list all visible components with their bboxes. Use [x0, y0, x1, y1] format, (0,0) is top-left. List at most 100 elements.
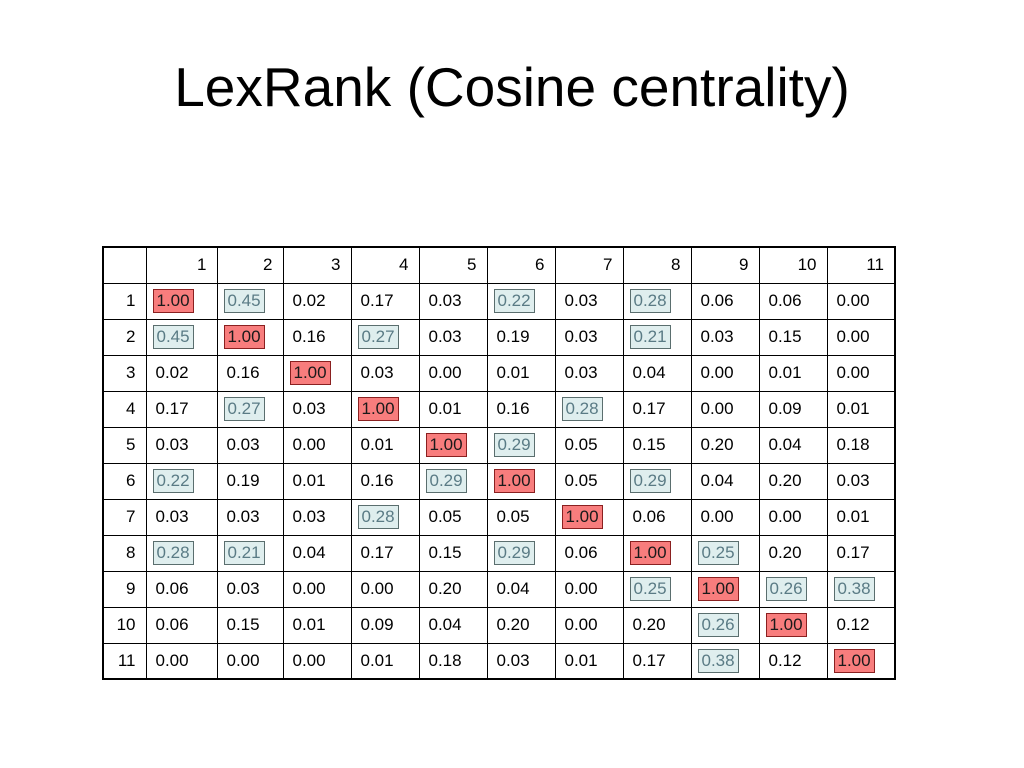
matrix-cell: 0.03 [282, 390, 352, 428]
matrix-body: 1 1.00 0.45 0.02 0.17 0.03 0.22 0.03 0.28 0.06 0.0… [102, 282, 896, 680]
cell-value: 0.29 [425, 469, 467, 493]
matrix-cell: 0.03 [418, 318, 488, 356]
diagonal-cell: 1.00 [826, 642, 896, 680]
highlighted-cell: 0.21 [622, 318, 692, 356]
matrix-cell: 0.02 [145, 354, 218, 392]
cell-value: 0.00 [836, 291, 870, 310]
matrix-cell: 0.04 [690, 462, 760, 500]
cosine-similarity-matrix: 1 2 3 4 5 6 7 8 9 10 11 1 1.00 0.45 0.02 0.17 0.03 0.22 0… [102, 246, 896, 680]
cell-value: 0.21 [223, 541, 265, 565]
table-row: 7 0.03 0.03 0.03 0.28 0.05 0.05 1.00 0.06 0.00 0.0… [102, 498, 896, 536]
cell-value: 0.22 [493, 289, 535, 313]
cell-value: 0.28 [357, 505, 399, 529]
cell-value: 0.28 [629, 289, 671, 313]
matrix-cell: 0.16 [216, 354, 284, 392]
cell-value: 0.20 [768, 543, 802, 562]
cell-value: 1.00 [289, 361, 331, 385]
cell-value: 0.21 [629, 325, 671, 349]
highlighted-cell: 0.28 [554, 390, 624, 428]
column-header: 2 [216, 246, 284, 284]
matrix-cell: 0.04 [418, 606, 488, 644]
cell-value: 0.03 [564, 291, 598, 310]
row-header: 1 [102, 282, 147, 320]
cell-value: 0.03 [155, 507, 189, 526]
column-header: 11 [826, 246, 896, 284]
corner-cell [102, 246, 147, 284]
cell-value: 0.26 [765, 577, 807, 601]
diagonal-cell: 1.00 [554, 498, 624, 536]
matrix-cell: 0.15 [216, 606, 284, 644]
cell-value: 0.03 [428, 327, 462, 346]
matrix-cell: 0.16 [282, 318, 352, 356]
diagonal-cell: 1.00 [350, 390, 420, 428]
cell-value: 0.04 [428, 615, 462, 634]
cell-value: 0.01 [360, 650, 394, 670]
matrix-cell: 0.06 [554, 534, 624, 572]
matrix-cell: 0.05 [554, 426, 624, 464]
cell-value: 0.01 [496, 363, 530, 382]
matrix-cell: 0.01 [826, 498, 896, 536]
column-header: 10 [758, 246, 828, 284]
table-row: 6 0.22 0.19 0.01 0.16 0.29 1.00 0.05 0.29 0.04 0.2… [102, 462, 896, 500]
cell-value: 0.03 [496, 650, 530, 670]
cell-value: 1.00 [765, 613, 807, 637]
cell-value: 0.20 [700, 435, 734, 454]
cell-value: 0.06 [564, 543, 598, 562]
cell-value: 1.00 [697, 577, 739, 601]
cell-value: 0.27 [357, 325, 399, 349]
cell-value: 0.06 [700, 291, 734, 310]
cell-value: 0.18 [428, 650, 462, 670]
highlighted-cell: 0.27 [350, 318, 420, 356]
cell-value: 0.17 [632, 399, 666, 418]
matrix-cell: 0.00 [758, 498, 828, 536]
cell-value: 0.03 [360, 363, 394, 382]
matrix-cell: 0.03 [486, 642, 556, 680]
cell-value: 0.15 [428, 543, 462, 562]
matrix-cell: 0.15 [622, 426, 692, 464]
matrix-cell: 0.00 [826, 354, 896, 392]
matrix-cell: 0.03 [826, 462, 896, 500]
matrix-cell: 0.02 [282, 282, 352, 320]
row-header: 11 [102, 642, 147, 680]
column-header: 3 [282, 246, 352, 284]
matrix-cell: 0.15 [758, 318, 828, 356]
cell-value: 0.29 [493, 433, 535, 457]
cell-value: 0.01 [836, 399, 870, 418]
cell-value: 0.03 [564, 327, 598, 346]
cell-value: 0.00 [700, 363, 734, 382]
highlighted-cell: 0.21 [216, 534, 284, 572]
matrix-cell: 0.09 [350, 606, 420, 644]
cell-value: 0.00 [360, 579, 394, 598]
matrix-cell: 0.03 [216, 426, 284, 464]
matrix-cell: 0.00 [826, 282, 896, 320]
matrix-cell: 0.18 [418, 642, 488, 680]
cell-value: 0.05 [564, 435, 598, 454]
matrix-cell: 0.01 [418, 390, 488, 428]
cell-value: 0.00 [836, 327, 870, 346]
column-header: 4 [350, 246, 420, 284]
matrix-cell: 0.09 [758, 390, 828, 428]
cell-value: 0.02 [155, 363, 189, 382]
cell-value: 0.05 [428, 507, 462, 526]
cell-value: 0.15 [632, 435, 666, 454]
row-header: 7 [102, 498, 147, 536]
matrix-cell: 0.12 [758, 642, 828, 680]
diagonal-cell: 1.00 [418, 426, 488, 464]
matrix-cell: 0.00 [826, 318, 896, 356]
matrix-cell: 0.15 [418, 534, 488, 572]
cell-value: 0.03 [564, 363, 598, 382]
matrix-cell: 0.17 [622, 642, 692, 680]
matrix-cell: 0.19 [486, 318, 556, 356]
column-header: 1 [145, 246, 218, 284]
matrix-cell: 0.00 [690, 354, 760, 392]
cell-value: 0.00 [564, 579, 598, 598]
cell-value: 0.18 [836, 435, 870, 454]
cell-value: 0.02 [292, 291, 326, 310]
cell-value: 0.00 [155, 650, 189, 670]
matrix-cell: 0.17 [145, 390, 218, 428]
cell-value: 0.00 [428, 363, 462, 382]
cell-value: 0.27 [223, 397, 265, 421]
cell-value: 0.04 [768, 435, 802, 454]
matrix-cell: 0.12 [826, 606, 896, 644]
diagonal-cell: 1.00 [282, 354, 352, 392]
